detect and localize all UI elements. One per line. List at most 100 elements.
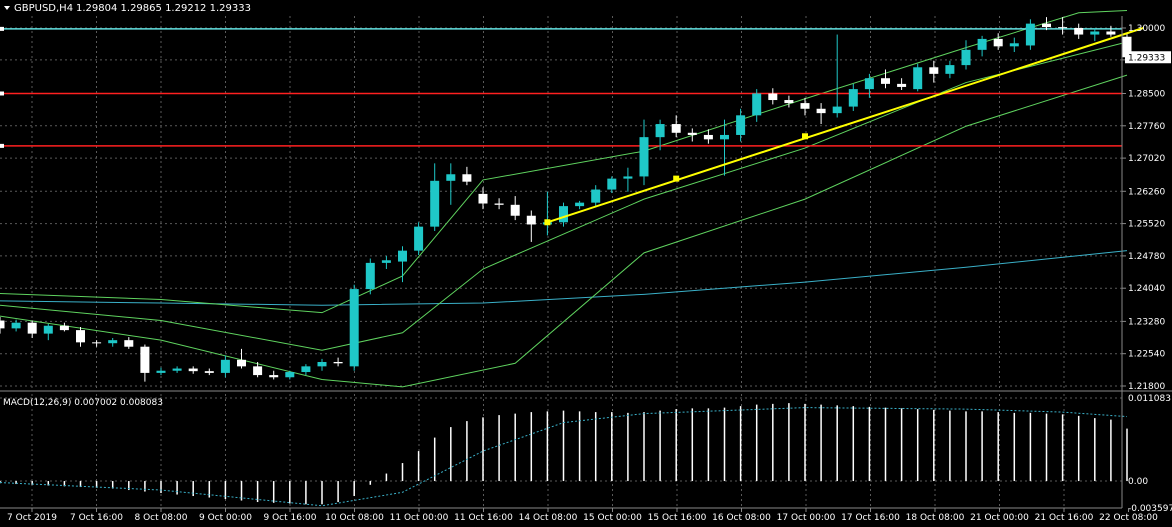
candle-bull [977,38,987,50]
moving-average [0,250,1128,306]
candle-bull [430,180,440,227]
price-tick-label: 1.27760 [1128,122,1165,132]
price-tick-label: 1.28500 [1128,89,1165,99]
candle-bear [333,361,343,364]
bollinger-middle [0,41,1128,351]
candle-bull [961,49,971,66]
candle-bear [204,371,214,373]
candle-bull [108,340,118,344]
time-tick-label: 7 Oct 2019 [7,513,57,523]
current-price-tag: 1.29333 [1125,51,1171,64]
candle-bear [59,325,69,331]
candle-bear [1042,23,1051,28]
grid [0,16,1122,508]
macd-signal-line [0,407,1128,507]
candle-bull [317,361,327,367]
time-tick-label: 9 Oct 00:00 [199,513,252,523]
level-handle[interactable] [0,26,4,31]
candle-bear [881,78,890,84]
current-price-label: 1.29333 [1128,53,1165,63]
candle-bear [768,93,778,101]
level-handle[interactable] [0,143,4,148]
price-tick-label: 1.24780 [1128,252,1165,262]
macd-tick-label: 0.011083 [1128,394,1171,404]
candle-bull [220,359,230,373]
candle-bull [945,65,955,74]
candle-bull [848,89,858,107]
trendline-anchor[interactable] [802,133,808,140]
time-tick-label: 11 Oct 00:00 [390,513,449,523]
candle-bear [1122,36,1132,58]
time-tick-label: 17 Oct 00:00 [777,513,836,523]
trendline-anchor[interactable] [544,219,551,226]
candle-bear [253,366,263,376]
trendline-segment[interactable] [547,27,1144,224]
price-tick-label: 1.26260 [1128,187,1165,197]
candle-bull [591,189,601,203]
macd-tick-label: -0.003597 [1128,504,1172,514]
candle-bear [784,100,794,104]
candle-bear [140,346,150,373]
symbol-label: GBPUSD,H4 [14,3,73,14]
time-tick-label: 8 Oct 08:00 [135,513,188,523]
macd-panel [0,390,1172,507]
candle-bull [156,370,166,373]
level-handle[interactable] [0,91,4,96]
dropdown-triangle-icon[interactable] [4,6,10,10]
candle-bull [720,134,729,140]
candle-bull [349,289,359,367]
candle-bear [124,340,134,347]
candle-bear [92,342,102,344]
candle-bull [736,115,746,135]
candle-bull [623,176,633,179]
candle-bull [913,67,923,90]
time-tick-label: 15 Oct 00:00 [583,513,642,523]
candle-bull [11,322,21,329]
candle-bull [301,366,311,373]
candle-bull [381,260,391,263]
candle-bear [1058,27,1068,29]
candle-bull [559,206,568,223]
candle-bull [414,226,424,251]
price-tick-label: 1.21800 [1128,382,1165,392]
time-tick-label: 11 Oct 16:00 [454,513,513,523]
trendline-anchor[interactable] [673,175,680,182]
candle-bear [897,83,907,87]
candle-bear [993,38,1003,47]
candle-bull [285,372,295,378]
time-tick-label: 14 Oct 08:00 [519,513,578,523]
current-price-box [1125,51,1171,64]
candle-bear [703,134,713,140]
candle-bull [639,137,649,177]
price-tick-label: 1.23280 [1128,317,1165,327]
candle-bull [1009,43,1019,47]
candle-bear [76,330,85,343]
candle-bear [1106,31,1116,35]
chart-header: GBPUSD,H4 1.29804 1.29865 1.29212 1.2933… [4,3,251,14]
candle-bull [43,325,53,334]
bollinger-bands [0,10,1128,388]
candle-bear [687,132,697,135]
candle-bear [478,193,488,204]
candle-bear [462,174,472,182]
axes: 1.300001.292701.285001.277601.270201.262… [0,16,1172,523]
candle-bull [752,93,762,116]
time-tick-label: 7 Oct 16:00 [70,513,123,523]
bollinger-lower [0,74,1128,388]
time-tick-label: 21 Oct 16:00 [1035,513,1094,523]
macd-label: MACD(12,26,9) 0.007002 0.008083 [3,398,163,408]
trendline[interactable] [544,27,1144,226]
candle-bull [446,174,456,181]
candle-bull [575,202,585,207]
candle-bear [494,203,504,205]
candle-bear [671,124,681,133]
ohlc-values: 1.29804 1.29865 1.29212 1.29333 [76,3,251,14]
time-tick-label: 9 Oct 16:00 [264,513,317,523]
time-tick-label: 16 Oct 08:00 [712,513,771,523]
candle-bull [172,368,182,371]
time-tick-label: 18 Oct 08:00 [906,513,965,523]
horizontal-levels[interactable] [0,26,1122,148]
candle-bull [1090,31,1100,35]
